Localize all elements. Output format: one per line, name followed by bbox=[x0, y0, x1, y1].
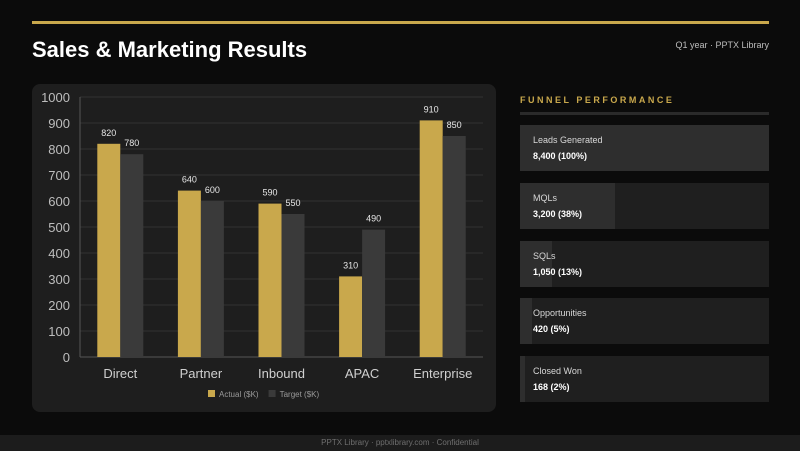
y-tick-label: 400 bbox=[48, 246, 70, 261]
data-label: 550 bbox=[285, 198, 300, 208]
data-label: 780 bbox=[124, 138, 139, 148]
funnel-stage-fill bbox=[520, 356, 525, 402]
legend-swatch bbox=[208, 390, 215, 397]
funnel-stage-closed-won: Closed Won 168 (2%) bbox=[520, 356, 769, 402]
funnel-stage-value: 420 (5%) bbox=[533, 324, 570, 334]
footer-bar: PPTX Library · pptxlibrary.com · Confide… bbox=[0, 435, 800, 451]
funnel-stage-leads: Leads Generated 8,400 (100%) bbox=[520, 125, 769, 171]
y-tick-label: 600 bbox=[48, 194, 70, 209]
footer-text: PPTX Library · pptxlibrary.com · Confide… bbox=[321, 438, 479, 447]
funnel-stage-label: Closed Won bbox=[533, 366, 582, 376]
funnel-stage-fill bbox=[520, 125, 769, 171]
legend-label: Target ($K) bbox=[280, 390, 320, 399]
funnel-stage-fill bbox=[520, 183, 615, 229]
x-tick-label: Direct bbox=[103, 366, 137, 381]
x-tick-label: Partner bbox=[180, 366, 223, 381]
y-tick-label: 500 bbox=[48, 220, 70, 235]
bar bbox=[442, 136, 466, 357]
data-label: 820 bbox=[101, 128, 116, 138]
data-label: 600 bbox=[205, 185, 220, 195]
y-tick-label: 300 bbox=[48, 272, 70, 287]
funnel-stage-label: MQLs bbox=[533, 193, 558, 203]
y-tick-label: 1000 bbox=[41, 90, 70, 105]
funnel-stage-label: Opportunities bbox=[533, 308, 587, 318]
data-label: 590 bbox=[262, 188, 277, 198]
chart-panel: 0 100 200 300 400 500 600 700 800 900 1000 820 780 Di… bbox=[32, 84, 496, 412]
y-tick-label: 0 bbox=[63, 350, 70, 365]
bar-chart: 0 100 200 300 400 500 600 700 800 900 1000 820 780 Di… bbox=[41, 90, 483, 399]
funnel-heading: FUNNEL PERFORMANCE bbox=[520, 95, 675, 105]
funnel-stage-fill bbox=[520, 298, 533, 344]
bar bbox=[339, 276, 363, 357]
data-label: 310 bbox=[343, 260, 358, 270]
bar bbox=[281, 214, 305, 357]
funnel-stage-value: 168 (2%) bbox=[533, 382, 570, 392]
page-title: Sales & Marketing Results bbox=[32, 37, 308, 62]
funnel-stage-opportunities: Opportunities 420 (5%) bbox=[520, 298, 769, 344]
bar bbox=[177, 190, 201, 357]
y-tick-label: 900 bbox=[48, 116, 70, 131]
bar bbox=[200, 201, 224, 357]
legend-label: Actual ($K) bbox=[219, 390, 259, 399]
x-tick-label: APAC bbox=[345, 366, 379, 381]
bar bbox=[97, 143, 121, 357]
bar bbox=[419, 120, 443, 358]
funnel-divider bbox=[520, 112, 769, 115]
y-tick-label: 100 bbox=[48, 324, 70, 339]
funnel-stage-sqls: SQLs 1,050 (13%) bbox=[520, 241, 769, 287]
bar bbox=[362, 229, 386, 357]
y-tick-label: 700 bbox=[48, 168, 70, 183]
y-tick-label: 800 bbox=[48, 142, 70, 157]
funnel-stage-fill bbox=[520, 241, 553, 287]
top-accent-rule bbox=[32, 21, 769, 24]
bar bbox=[120, 154, 144, 357]
funnel-stage-label: SQLs bbox=[533, 251, 556, 261]
funnel-stage-mqls: MQLs 3,200 (38%) bbox=[520, 183, 769, 229]
bar bbox=[258, 203, 282, 357]
y-tick-label: 200 bbox=[48, 298, 70, 313]
page-subtitle: Q1 year · PPTX Library bbox=[675, 40, 769, 50]
data-label: 490 bbox=[366, 214, 381, 224]
data-label: 640 bbox=[182, 175, 197, 185]
data-label: 910 bbox=[424, 104, 439, 114]
funnel-stage-value: 8,400 (100%) bbox=[533, 151, 588, 161]
funnel-stage-label: Leads Generated bbox=[533, 135, 603, 145]
data-label: 850 bbox=[447, 120, 462, 130]
funnel-stage-value: 1,050 (13%) bbox=[533, 267, 583, 277]
x-tick-label: Enterprise bbox=[413, 366, 472, 381]
x-tick-label: Inbound bbox=[258, 366, 305, 381]
funnel-stage-value: 3,200 (38%) bbox=[533, 209, 583, 219]
legend-swatch bbox=[268, 390, 276, 397]
